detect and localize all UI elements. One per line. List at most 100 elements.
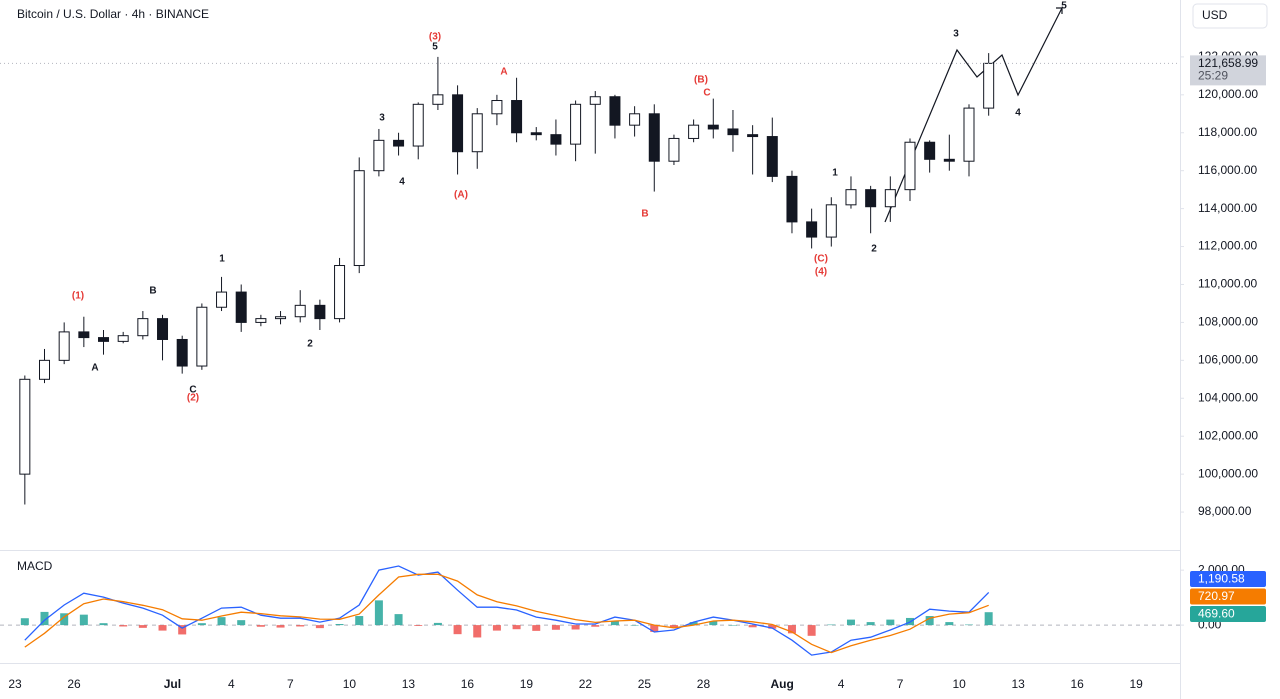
currency-label[interactable]: USD [1202, 8, 1228, 22]
x-tick-label: 10 [343, 677, 357, 691]
histogram-bar [99, 623, 108, 626]
candle-body [707, 124, 719, 130]
y-tick-label: 100,000.00 [1198, 466, 1258, 480]
candle-body [196, 306, 208, 367]
histogram-bar [158, 625, 167, 631]
histogram-bar [394, 614, 403, 626]
candle-body [255, 318, 267, 323]
y-tick-label: 106,000.00 [1198, 353, 1258, 367]
y-tick-label: 98,000.00 [1198, 504, 1252, 518]
histogram-bar [650, 625, 659, 632]
histogram-bar [119, 625, 128, 627]
candle-body [373, 139, 385, 172]
histogram-bar [237, 620, 246, 626]
histogram-bar [807, 625, 816, 636]
candle-body [314, 304, 326, 320]
wave-label: (3) [429, 32, 441, 43]
histogram-bar [79, 614, 88, 626]
histogram-bar [512, 625, 521, 630]
histogram-bar [827, 624, 836, 626]
x-tick-label: 16 [461, 677, 475, 691]
wave-label: A [500, 67, 507, 78]
candle-body [570, 103, 582, 145]
wave-label: C [189, 385, 196, 396]
candle-body [294, 304, 306, 318]
candle-body [865, 189, 877, 208]
x-tick-label: 28 [697, 677, 711, 691]
x-tick-label: 25 [638, 677, 652, 691]
macd-title: MACD [17, 559, 53, 573]
value-tag-label: 469.60 [1198, 607, 1235, 621]
wave-label: B [641, 209, 648, 220]
x-tick-label: 26 [67, 677, 81, 691]
x-tick-label: 22 [579, 677, 593, 691]
candle-body [334, 265, 346, 320]
candle-body [904, 141, 916, 191]
x-tick-label: 13 [1011, 677, 1025, 691]
wave-label: 5 [432, 42, 438, 53]
candle-body [511, 100, 523, 134]
y-tick-label: 102,000.00 [1198, 428, 1258, 442]
candle-body [825, 204, 837, 238]
candle-body [983, 62, 995, 109]
y-tick-label: 112,000.00 [1198, 239, 1257, 253]
histogram-bar [610, 621, 619, 626]
histogram-bar [748, 625, 757, 628]
y-tick-label: 118,000.00 [1198, 125, 1257, 139]
candle-body [452, 94, 464, 153]
histogram-bar [433, 622, 442, 626]
histogram-bar [925, 616, 934, 626]
currency-button[interactable] [1192, 3, 1268, 29]
projection-arrow [1056, 7, 1063, 14]
candle-body [648, 113, 660, 162]
candle-body [550, 134, 562, 145]
histogram-bar [296, 625, 305, 627]
histogram-bar [945, 622, 954, 626]
candle-body [275, 316, 287, 320]
wave-label: 4 [1015, 108, 1021, 119]
x-tick-label: 4 [228, 677, 235, 691]
candle-body [747, 134, 759, 138]
candle-body [353, 170, 365, 267]
candle-body [216, 291, 228, 308]
wave-label: (A) [454, 190, 468, 201]
candle-body [98, 337, 110, 342]
wave-label: 4 [399, 177, 405, 188]
macd-line [24, 573, 989, 654]
candle-body [766, 136, 778, 177]
histogram-bar [492, 625, 501, 631]
x-tick-label: 7 [897, 677, 904, 691]
candle-body [963, 107, 975, 162]
histogram-bar [178, 625, 187, 635]
candle-body [924, 141, 936, 160]
histogram-bar [256, 625, 265, 627]
histogram-bar [669, 625, 678, 628]
histogram-bar [276, 625, 285, 628]
wave-label: 3 [379, 113, 385, 124]
chart-title: Bitcoin / U.S. Dollar · 4h · BINANCE [17, 7, 209, 21]
histogram-bar [374, 600, 383, 626]
histogram-bar [866, 622, 875, 626]
histogram-bar [551, 625, 560, 630]
candle-body [78, 331, 90, 339]
histogram-bar [571, 625, 580, 630]
wave-label: (4) [815, 267, 827, 278]
price-tag [1190, 55, 1266, 86]
candle-body [589, 96, 601, 105]
histogram-bar [630, 625, 639, 626]
wave-label: C [703, 88, 710, 99]
candle-body [629, 113, 641, 126]
candle-body [137, 318, 149, 337]
x-tick-label: 4 [838, 677, 845, 691]
histogram-bar [315, 625, 324, 629]
value-tag-label: 1,190.58 [1198, 572, 1245, 586]
candle-body [609, 96, 621, 126]
value-tag-label: 720.97 [1198, 589, 1235, 603]
candle-body [157, 318, 169, 340]
value-tag [1190, 588, 1266, 605]
y-tick-label: 108,000.00 [1198, 315, 1258, 329]
x-tick-label: 19 [520, 677, 534, 691]
y-tick-label: 114,000.00 [1198, 201, 1257, 215]
plot-layer: 23 26 Jul 4 7 10 13 16 19 22 25 28 Aug 4 7 10 13 16 1998,0… [0, 1, 1266, 691]
